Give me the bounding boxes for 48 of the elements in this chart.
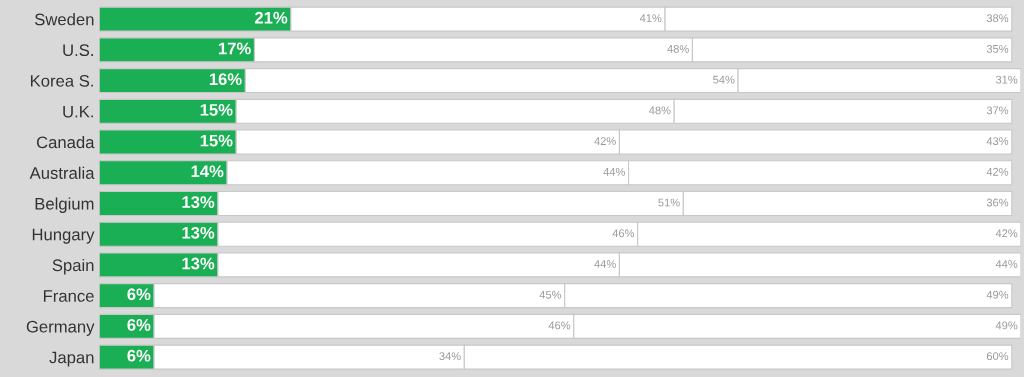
y-tick-label: Sweden — [35, 13, 94, 26]
y-tick-label: U.K. — [63, 105, 93, 118]
data-label: 60% — [986, 352, 1009, 361]
data-label: 49% — [995, 321, 1018, 330]
data-label: 48% — [667, 44, 689, 53]
data-label: 43% — [986, 137, 1009, 146]
data-label: 42% — [594, 137, 616, 145]
data-label: 13% — [182, 257, 215, 270]
data-label: 17% — [218, 42, 251, 55]
data-label: 46% — [548, 321, 571, 330]
data-label: 6% — [127, 349, 151, 362]
y-tick-label: France — [43, 290, 94, 302]
y-tick-label: Germany — [26, 320, 95, 336]
data-label: 51% — [658, 198, 680, 207]
data-label: 44% — [594, 260, 616, 268]
data-label: 15% — [200, 134, 233, 147]
y-tick-label: Hungary — [32, 228, 95, 244]
data-label: 54% — [713, 75, 735, 84]
y-tick-label: Korea S. — [30, 74, 93, 87]
data-label: 46% — [612, 229, 635, 238]
data-label: 36% — [986, 198, 1009, 207]
data-label: 16% — [209, 73, 242, 86]
data-label: 15% — [200, 104, 233, 116]
y-tick-label: Canada — [36, 136, 95, 149]
data-label: 44% — [603, 167, 625, 176]
y-tick-label: Spain — [52, 258, 94, 275]
data-label: 34% — [439, 352, 461, 361]
data-label: 6% — [127, 288, 151, 301]
data-label: 21% — [254, 11, 288, 24]
data-label: 42% — [995, 229, 1018, 238]
data-label: 49% — [986, 290, 1009, 299]
y-tick-label: Australia — [29, 166, 95, 179]
data-label: 31% — [995, 75, 1018, 84]
y-tick-label: U.S. — [63, 44, 93, 57]
data-label: 38% — [986, 14, 1009, 23]
data-label: 41% — [639, 14, 662, 23]
data-label: 13% — [182, 196, 215, 208]
data-label: 6% — [127, 319, 151, 331]
data-label: 48% — [649, 106, 671, 115]
data-label: 35% — [986, 44, 1009, 53]
data-label: 44% — [995, 260, 1018, 268]
data-label: 37% — [986, 106, 1009, 115]
data-label: 13% — [182, 226, 215, 239]
data-label: 45% — [539, 290, 562, 299]
y-tick-label: Belgium — [35, 197, 94, 213]
y-tick-label: Japan — [49, 351, 94, 367]
data-label: 42% — [986, 167, 1009, 176]
data-label: 14% — [191, 165, 224, 178]
